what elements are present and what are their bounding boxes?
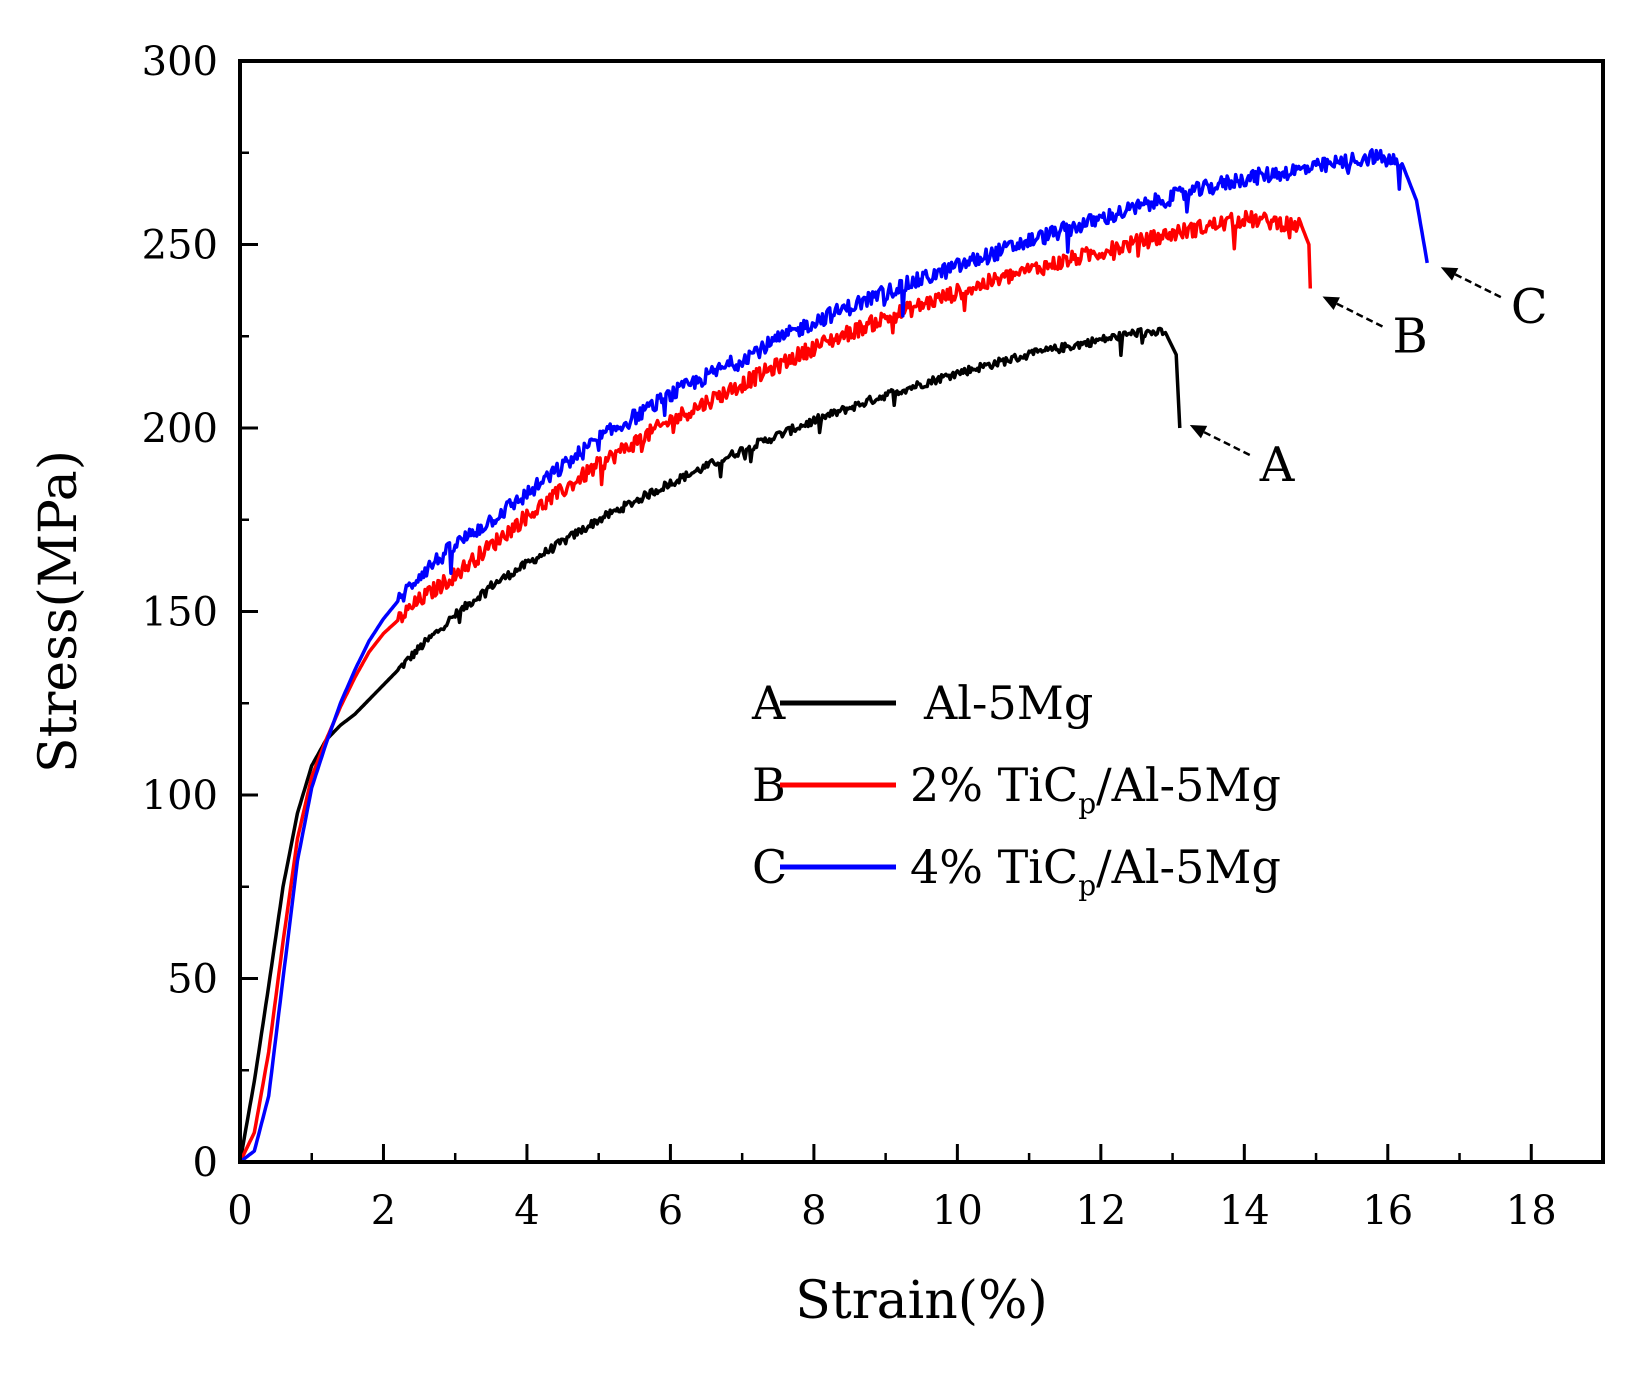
annotation-label: B [1392,309,1427,365]
y-tick-label: 300 [142,39,218,85]
x-tick-label: 14 [1219,1188,1270,1234]
annotation-label: C [1511,279,1548,335]
series-line-C [238,148,1429,1164]
legend-label: 2% TiCp/Al-5Mg [910,758,1281,820]
x-tick-label: 4 [514,1188,539,1234]
arrowhead-icon [1440,267,1459,281]
arrowhead-icon [1322,296,1340,310]
x-tick-label: 10 [932,1188,983,1234]
annotation-arrow-line [1197,427,1251,457]
tick-layer [238,59,1533,1164]
annotation-label: A [1259,437,1296,493]
y-tick-label: 0 [193,1140,218,1186]
legend-item-B: B 2% TiCp/Al-5Mg [752,758,1281,820]
tick-label-layer: 0 2 4 6 8 10 12 14 16 18 0 50 100 150 200 250 300 [142,39,1557,1234]
series-line-A [238,326,1182,1163]
annotation-arrow-line [1329,299,1384,328]
y-tick-label: 50 [167,957,218,1003]
y-tick-label: 250 [142,223,218,269]
x-tick-label: 6 [658,1188,683,1234]
legend-label: 4% TiCp/Al-5Mg [910,840,1281,902]
annotation-C: C [1440,267,1548,335]
legend-label: Al-5Mg [923,676,1093,730]
legend-item-A: A Al-5Mg [751,676,1093,730]
legend: A Al-5Mg B 2% TiCp/Al-5Mg C 4% TiCp/Al-5Mg [751,676,1281,902]
annotation-A: A [1189,425,1296,493]
x-tick-label: 2 [371,1188,396,1234]
annotation-layer: A B C [1189,267,1548,493]
series-layer [238,148,1429,1164]
annotation-B: B [1322,296,1428,365]
x-tick-label: 8 [801,1188,826,1234]
y-tick-label: 150 [142,590,218,636]
y-axis-title: Stress(MPa) [29,450,89,773]
y-tick-label: 200 [142,406,218,452]
annotation-arrow-line [1448,270,1502,299]
x-tick-label: 16 [1362,1188,1413,1234]
x-tick-label: 18 [1506,1188,1557,1234]
legend-item-C: C 4% TiCp/Al-5Mg [752,840,1281,902]
arrowhead-icon [1189,425,1208,439]
y-tick-label: 100 [142,773,218,819]
x-tick-label: 0 [227,1188,252,1234]
x-tick-label: 12 [1075,1188,1126,1234]
x-axis-title: Strain(%) [795,1271,1047,1331]
series-line-B [238,209,1313,1163]
